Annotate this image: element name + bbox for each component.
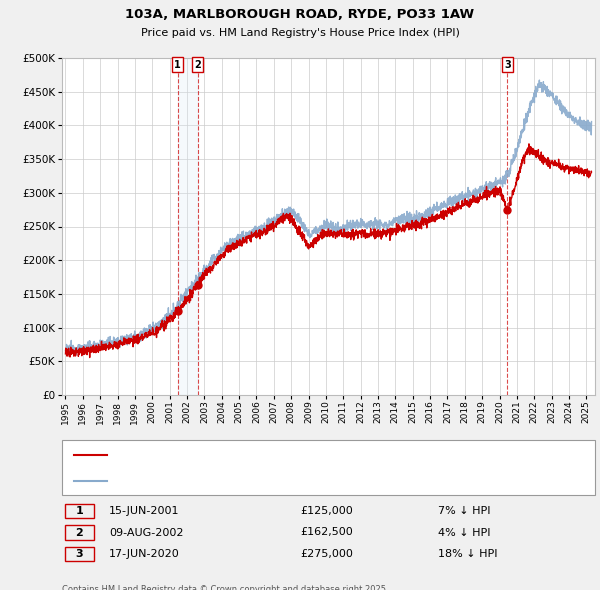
- Text: 18% ↓ HPI: 18% ↓ HPI: [438, 549, 497, 559]
- Text: 1: 1: [174, 60, 181, 70]
- Text: HPI: Average price, detached house, Isle of Wight: HPI: Average price, detached house, Isle…: [112, 476, 353, 486]
- Text: Price paid vs. HM Land Registry's House Price Index (HPI): Price paid vs. HM Land Registry's House …: [140, 28, 460, 38]
- Text: Contains HM Land Registry data © Crown copyright and database right 2025.
This d: Contains HM Land Registry data © Crown c…: [62, 585, 389, 590]
- Text: 103A, MARLBOROUGH ROAD, RYDE, PO33 1AW (detached house): 103A, MARLBOROUGH ROAD, RYDE, PO33 1AW (…: [112, 450, 431, 460]
- Text: £275,000: £275,000: [300, 549, 353, 559]
- Text: 1: 1: [76, 506, 83, 516]
- Text: 09-AUG-2002: 09-AUG-2002: [109, 527, 184, 537]
- Text: 103A, MARLBOROUGH ROAD, RYDE, PO33 1AW: 103A, MARLBOROUGH ROAD, RYDE, PO33 1AW: [125, 8, 475, 21]
- Text: 17-JUN-2020: 17-JUN-2020: [109, 549, 179, 559]
- Text: 2: 2: [76, 527, 83, 537]
- Text: 3: 3: [504, 60, 511, 70]
- Text: 3: 3: [76, 549, 83, 559]
- Text: £162,500: £162,500: [300, 527, 353, 537]
- Text: 2: 2: [194, 60, 201, 70]
- Text: £125,000: £125,000: [300, 506, 353, 516]
- Text: 4% ↓ HPI: 4% ↓ HPI: [438, 527, 491, 537]
- Text: 15-JUN-2001: 15-JUN-2001: [109, 506, 179, 516]
- Bar: [178, 58, 197, 395]
- Text: 7% ↓ HPI: 7% ↓ HPI: [438, 506, 491, 516]
